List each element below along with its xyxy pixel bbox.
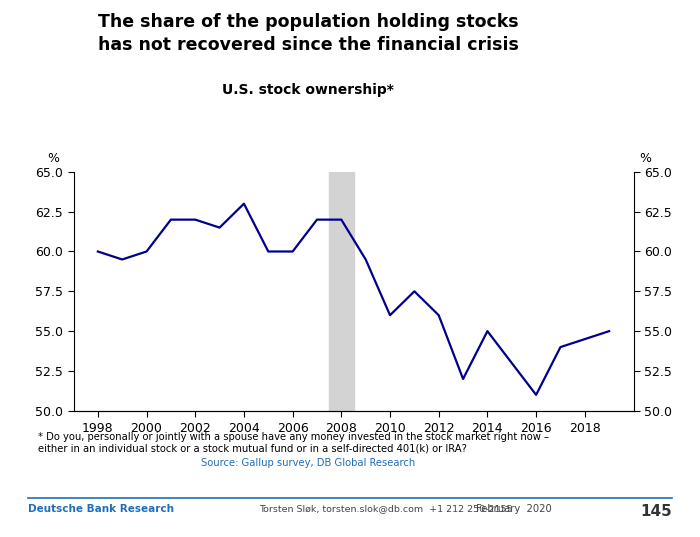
Text: Torsten Sløk, torsten.slok@db.com  +1 212 250-2155: Torsten Sløk, torsten.slok@db.com +1 212…: [259, 504, 512, 513]
Text: %: %: [639, 153, 651, 165]
Text: %: %: [48, 153, 60, 165]
Text: U.S. stock ownership*: U.S. stock ownership*: [222, 83, 394, 97]
Bar: [329, 172, 354, 411]
Text: 145: 145: [640, 504, 672, 519]
Text: February  2020: February 2020: [476, 504, 552, 514]
Text: Deutsche Bank Research: Deutsche Bank Research: [28, 504, 174, 514]
Text: either in an individual stock or a stock mutual fund or in a self-directed 401(k: either in an individual stock or a stock…: [38, 443, 468, 453]
Text: * Do you, personally or jointly with a spouse have any money invested in the sto: * Do you, personally or jointly with a s…: [38, 432, 550, 442]
Text: The share of the population holding stocks
has not recovered since the financial: The share of the population holding stoc…: [97, 13, 519, 54]
Text: Source: Gallup survey, DB Global Research: Source: Gallup survey, DB Global Researc…: [201, 458, 415, 468]
